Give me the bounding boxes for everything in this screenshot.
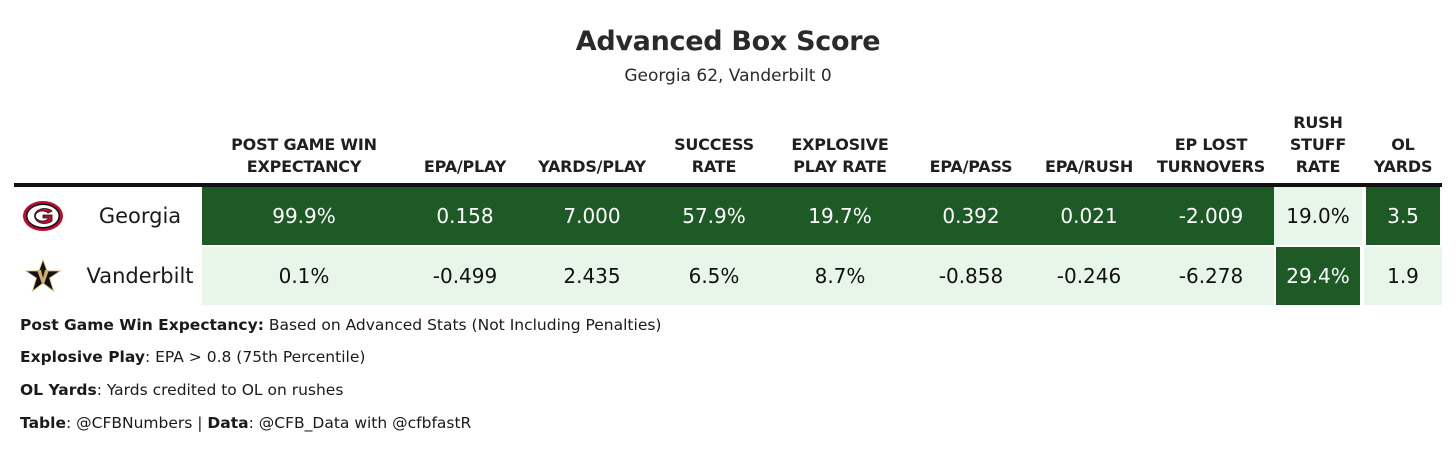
credits-line: Table: @CFBNumbers | Data: @CFB_Data wit… bbox=[20, 414, 471, 432]
column-header-line: EPA/PASS bbox=[929, 157, 1013, 176]
column-header-line: EPA/RUSH bbox=[1044, 157, 1134, 176]
column-header-line: TURNOVERS bbox=[1156, 157, 1266, 176]
table-row: Georgia 99.9% 0.158 7.000 57.9% 19.7% 0.392 0.… bbox=[14, 187, 1442, 245]
footnote-text: : Yards credited to OL on rushes bbox=[96, 381, 344, 399]
column-header: OL YARDS bbox=[1364, 106, 1442, 178]
column-header-line: EXPLOSIVE bbox=[791, 135, 889, 154]
georgia-g-logo-icon bbox=[23, 201, 63, 231]
table-cell: -2.009 bbox=[1148, 187, 1274, 245]
table-cell: -0.246 bbox=[1030, 247, 1148, 305]
table-cell: 8.7% bbox=[768, 247, 912, 305]
column-header-line: RUSH bbox=[1293, 113, 1343, 132]
column-header: EPA/RUSH bbox=[1030, 106, 1148, 178]
table-cell: 0.392 bbox=[912, 187, 1030, 245]
table-cell: 2.435 bbox=[524, 247, 660, 305]
column-header: EXPLOSIVE PLAY RATE bbox=[768, 106, 912, 178]
footnote-explosive-play: Explosive Play: EPA > 0.8 (75th Percenti… bbox=[20, 348, 365, 366]
table-cell: 6.5% bbox=[660, 247, 768, 305]
column-header: EPA/PASS bbox=[912, 106, 1030, 178]
table-cell: 29.4% bbox=[1276, 247, 1360, 305]
column-header-line: EXPECTANCY bbox=[246, 157, 362, 176]
column-header-line: YARDS/PLAY bbox=[538, 157, 646, 176]
table-row: Vanderbilt 0.1% -0.499 2.435 6.5% 8.7% -0.858… bbox=[14, 247, 1442, 305]
footnote-label: OL Yards bbox=[20, 381, 97, 399]
team-cell: Georgia bbox=[14, 187, 202, 245]
column-header-line: EP LOST bbox=[1174, 135, 1248, 154]
column-header-line: EPA/PLAY bbox=[423, 157, 507, 176]
column-header: SUCCESS RATE bbox=[660, 106, 768, 178]
credits-data-label: Data bbox=[207, 414, 249, 432]
column-header-line: OL bbox=[1391, 135, 1415, 154]
credits-table-value: : @CFBNumbers | bbox=[65, 414, 208, 432]
credits-table-label: Table bbox=[20, 414, 66, 432]
chart-title: Advanced Box Score bbox=[575, 26, 881, 57]
column-header: YARDS/PLAY bbox=[524, 106, 660, 178]
footnote-text: : EPA > 0.8 (75th Percentile) bbox=[144, 348, 366, 366]
footnote-text: Based on Advanced Stats (Not Including P… bbox=[263, 316, 662, 334]
column-header-line: RATE bbox=[1295, 157, 1341, 176]
table-cell: 3.5 bbox=[1366, 187, 1440, 245]
footnote-win-expectancy: Post Game Win Expectancy: Based on Advan… bbox=[20, 316, 661, 334]
column-header-line: PLAY RATE bbox=[793, 157, 887, 176]
column-header: RUSH STUFF RATE bbox=[1274, 106, 1362, 178]
team-name: Georgia bbox=[98, 204, 182, 228]
chart-subtitle: Georgia 62, Vanderbilt 0 bbox=[624, 66, 832, 86]
header-rule bbox=[14, 183, 1442, 187]
table-cell: 0.021 bbox=[1030, 187, 1148, 245]
column-header-line: POST GAME WIN bbox=[231, 135, 377, 154]
table-cell: 57.9% bbox=[660, 187, 768, 245]
footnote-ol-yards: OL Yards: Yards credited to OL on rushes bbox=[20, 381, 343, 399]
table-cell: 0.158 bbox=[406, 187, 524, 245]
team-cell: Vanderbilt bbox=[14, 247, 202, 305]
table-cell: 19.7% bbox=[768, 187, 912, 245]
vanderbilt-v-star-logo-icon bbox=[24, 259, 62, 293]
table-cell: 99.9% bbox=[202, 187, 406, 245]
column-header-line: YARDS bbox=[1373, 157, 1433, 176]
footnote-label: Post Game Win Expectancy: bbox=[20, 316, 264, 334]
column-header-line: STUFF bbox=[1289, 135, 1347, 154]
table-cell: 1.9 bbox=[1364, 247, 1442, 305]
table-cell: 0.1% bbox=[202, 247, 406, 305]
column-header-line: SUCCESS bbox=[674, 135, 754, 154]
column-header: EP LOST TURNOVERS bbox=[1148, 106, 1274, 178]
table-cell: -0.858 bbox=[912, 247, 1030, 305]
credits-data-value: : @CFB_Data with @cfbfastR bbox=[248, 414, 472, 432]
table-cell: 19.0% bbox=[1274, 187, 1362, 245]
table-cell: -6.278 bbox=[1148, 247, 1274, 305]
team-name: Vanderbilt bbox=[86, 264, 194, 288]
footnote-label: Explosive Play bbox=[20, 348, 145, 366]
column-header: EPA/PLAY bbox=[406, 106, 524, 178]
table-cell: -0.499 bbox=[406, 247, 524, 305]
table-cell: 7.000 bbox=[524, 187, 660, 245]
column-header-line: RATE bbox=[691, 157, 737, 176]
column-header: POST GAME WIN EXPECTANCY bbox=[202, 106, 406, 178]
